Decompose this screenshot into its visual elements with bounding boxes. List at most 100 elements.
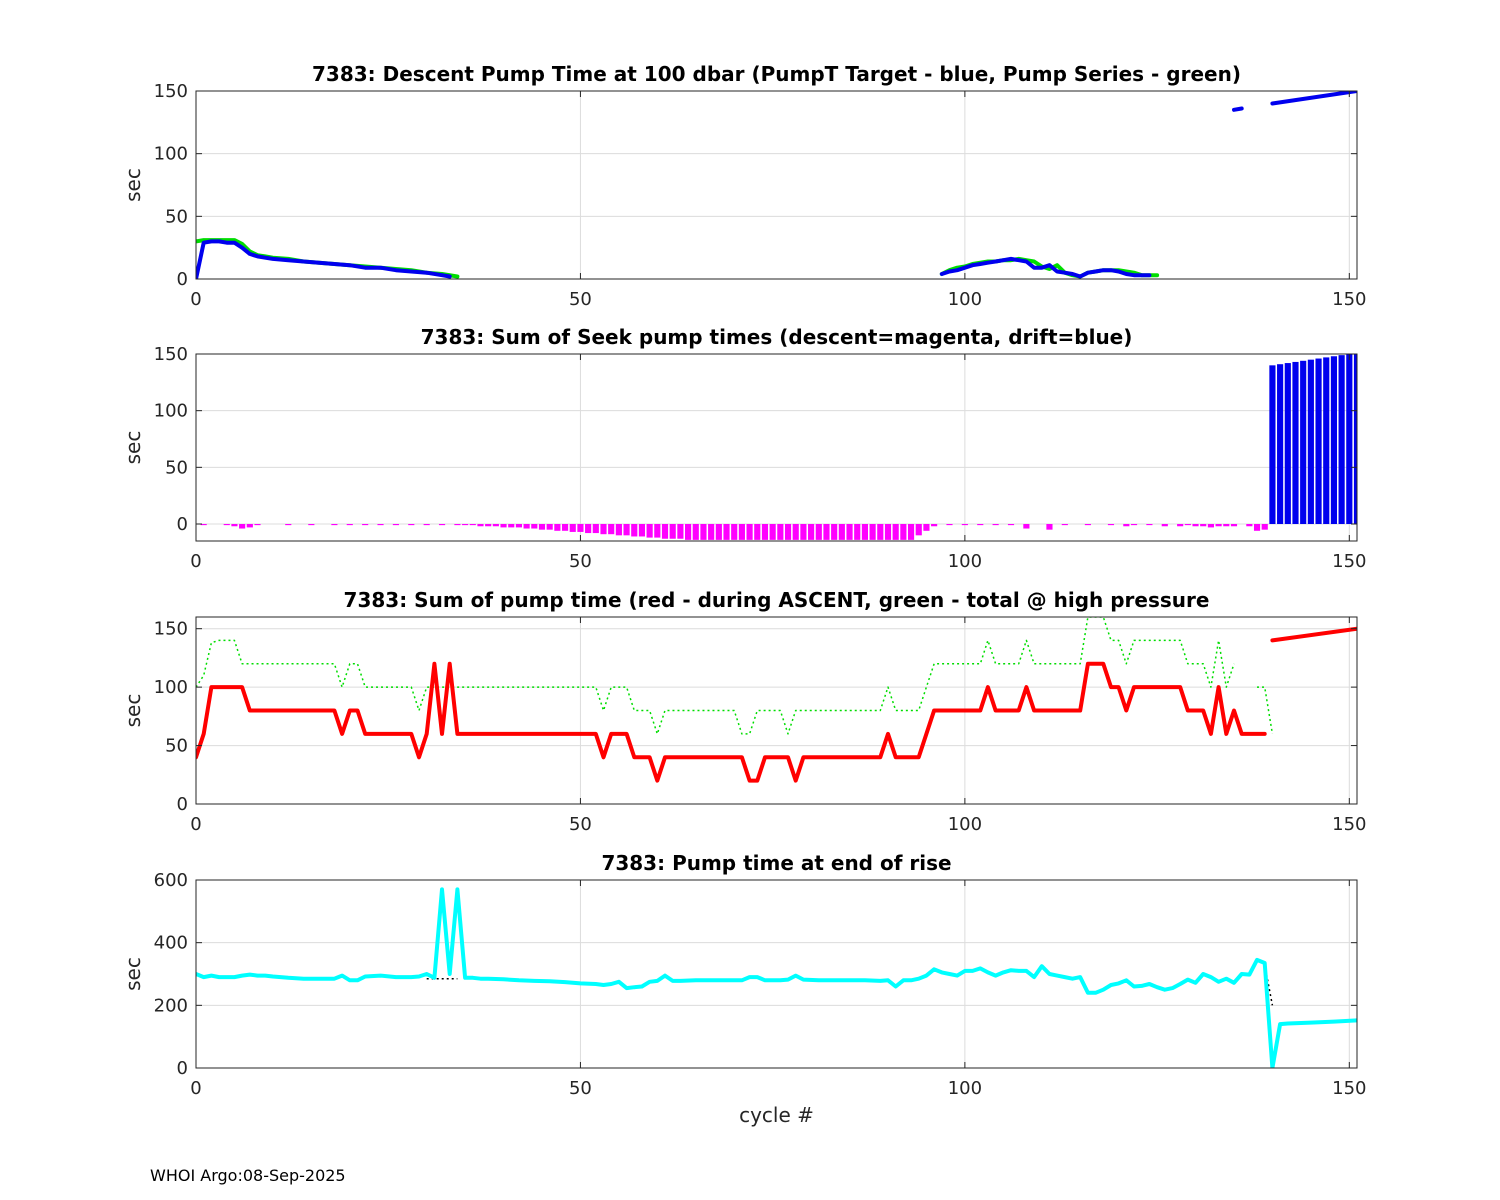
bar — [1200, 524, 1207, 527]
x-tick-label: 50 — [569, 814, 592, 835]
bar — [877, 524, 884, 540]
x-tick-label: 150 — [1332, 814, 1366, 835]
x-tick-label: 100 — [948, 289, 982, 310]
bar — [708, 524, 715, 540]
bar — [615, 524, 622, 536]
bar — [1269, 365, 1276, 524]
bar — [1292, 361, 1299, 524]
axes-box — [195, 879, 1358, 1069]
plot-area — [196, 91, 1357, 279]
bar — [1353, 354, 1357, 524]
bar — [1223, 524, 1230, 527]
series-line — [1257, 686, 1274, 735]
x-tick-label: 150 — [1332, 551, 1366, 572]
bar — [769, 524, 776, 540]
bar — [808, 524, 815, 540]
bar — [569, 524, 576, 532]
y-tick-label: 150 — [154, 619, 188, 640]
bar — [231, 524, 238, 527]
bar — [1246, 524, 1253, 527]
x-tick-label: 0 — [190, 1078, 201, 1099]
bar — [1300, 360, 1307, 524]
bar — [1161, 524, 1168, 527]
bar — [1338, 355, 1345, 524]
bar — [477, 524, 484, 527]
bar — [523, 524, 530, 529]
bar — [1307, 359, 1314, 524]
series-line — [196, 661, 1267, 783]
bar — [738, 524, 745, 540]
bar — [646, 524, 653, 538]
bar — [831, 524, 838, 540]
bar — [638, 524, 646, 537]
y-tick-label: 100 — [154, 401, 188, 422]
bar — [1346, 354, 1353, 524]
bar — [377, 524, 384, 526]
bar — [531, 524, 538, 529]
bar — [777, 524, 784, 540]
chart-title: 7383: Descent Pump Time at 100 dbar (Pum… — [312, 62, 1241, 86]
bar — [1261, 524, 1268, 530]
bar — [561, 524, 569, 531]
bar — [715, 524, 722, 540]
bar — [239, 524, 246, 529]
bar — [1130, 524, 1138, 526]
bar — [1177, 524, 1184, 527]
chart-title: 7383: Sum of Seek pump times (descent=ma… — [421, 325, 1133, 349]
y-tick-label: 400 — [154, 933, 188, 954]
bar — [592, 524, 599, 534]
bar — [392, 524, 399, 526]
series-line — [1232, 106, 1244, 112]
series-line — [196, 617, 1235, 735]
y-tick-label: 200 — [154, 995, 188, 1016]
chart-title: 7383: Sum of pump time (red - during ASC… — [344, 588, 1210, 612]
bar — [823, 524, 830, 540]
y-axis-label: sec — [121, 168, 145, 202]
bar — [754, 524, 761, 540]
bar — [861, 524, 868, 540]
y-axis-label: sec — [121, 957, 145, 991]
y-tick-label: 0 — [177, 794, 188, 815]
y-tick-label: 100 — [154, 144, 188, 165]
y-tick-label: 0 — [177, 1058, 188, 1079]
bar — [608, 524, 615, 535]
axes-box — [195, 90, 1358, 280]
x-tick-label: 100 — [948, 814, 982, 835]
y-tick-label: 100 — [154, 677, 188, 698]
bar — [838, 524, 845, 540]
bar — [1315, 358, 1322, 524]
bar — [577, 524, 584, 532]
bar — [485, 524, 492, 527]
x-tick-label: 100 — [948, 551, 982, 572]
y-tick-label: 150 — [154, 344, 188, 365]
chart-panel-2: 0 50 100 150 0 50 100 150 7383: Sum of Seek pump… — [121, 325, 1366, 572]
y-tick-label: 0 — [177, 269, 188, 290]
bar — [784, 524, 792, 540]
bar — [1084, 524, 1091, 526]
bar — [1192, 524, 1199, 527]
bar — [992, 524, 999, 526]
bar — [692, 524, 699, 540]
x-axis-label: cycle # — [739, 1103, 814, 1127]
bar — [761, 524, 769, 540]
bar — [800, 524, 807, 540]
y-tick-label: 150 — [154, 81, 188, 102]
bar — [869, 524, 876, 540]
y-tick-label: 50 — [165, 206, 188, 227]
bar — [462, 524, 469, 526]
bar — [1046, 524, 1053, 530]
axes-box — [195, 616, 1358, 805]
bar — [900, 524, 907, 540]
x-tick-label: 0 — [190, 289, 201, 310]
figure: 0 50 100 150 0 50 100 150 7383: Descent Pump Tim… — [121, 62, 1366, 1127]
bar — [746, 524, 753, 540]
bar — [469, 524, 476, 526]
bar — [554, 524, 561, 531]
y-tick-label: 600 — [154, 870, 188, 891]
bar — [1023, 524, 1030, 529]
bar — [500, 524, 507, 528]
series-line — [196, 239, 452, 279]
bar — [223, 524, 230, 526]
bar — [1230, 524, 1238, 527]
bar — [623, 524, 630, 536]
